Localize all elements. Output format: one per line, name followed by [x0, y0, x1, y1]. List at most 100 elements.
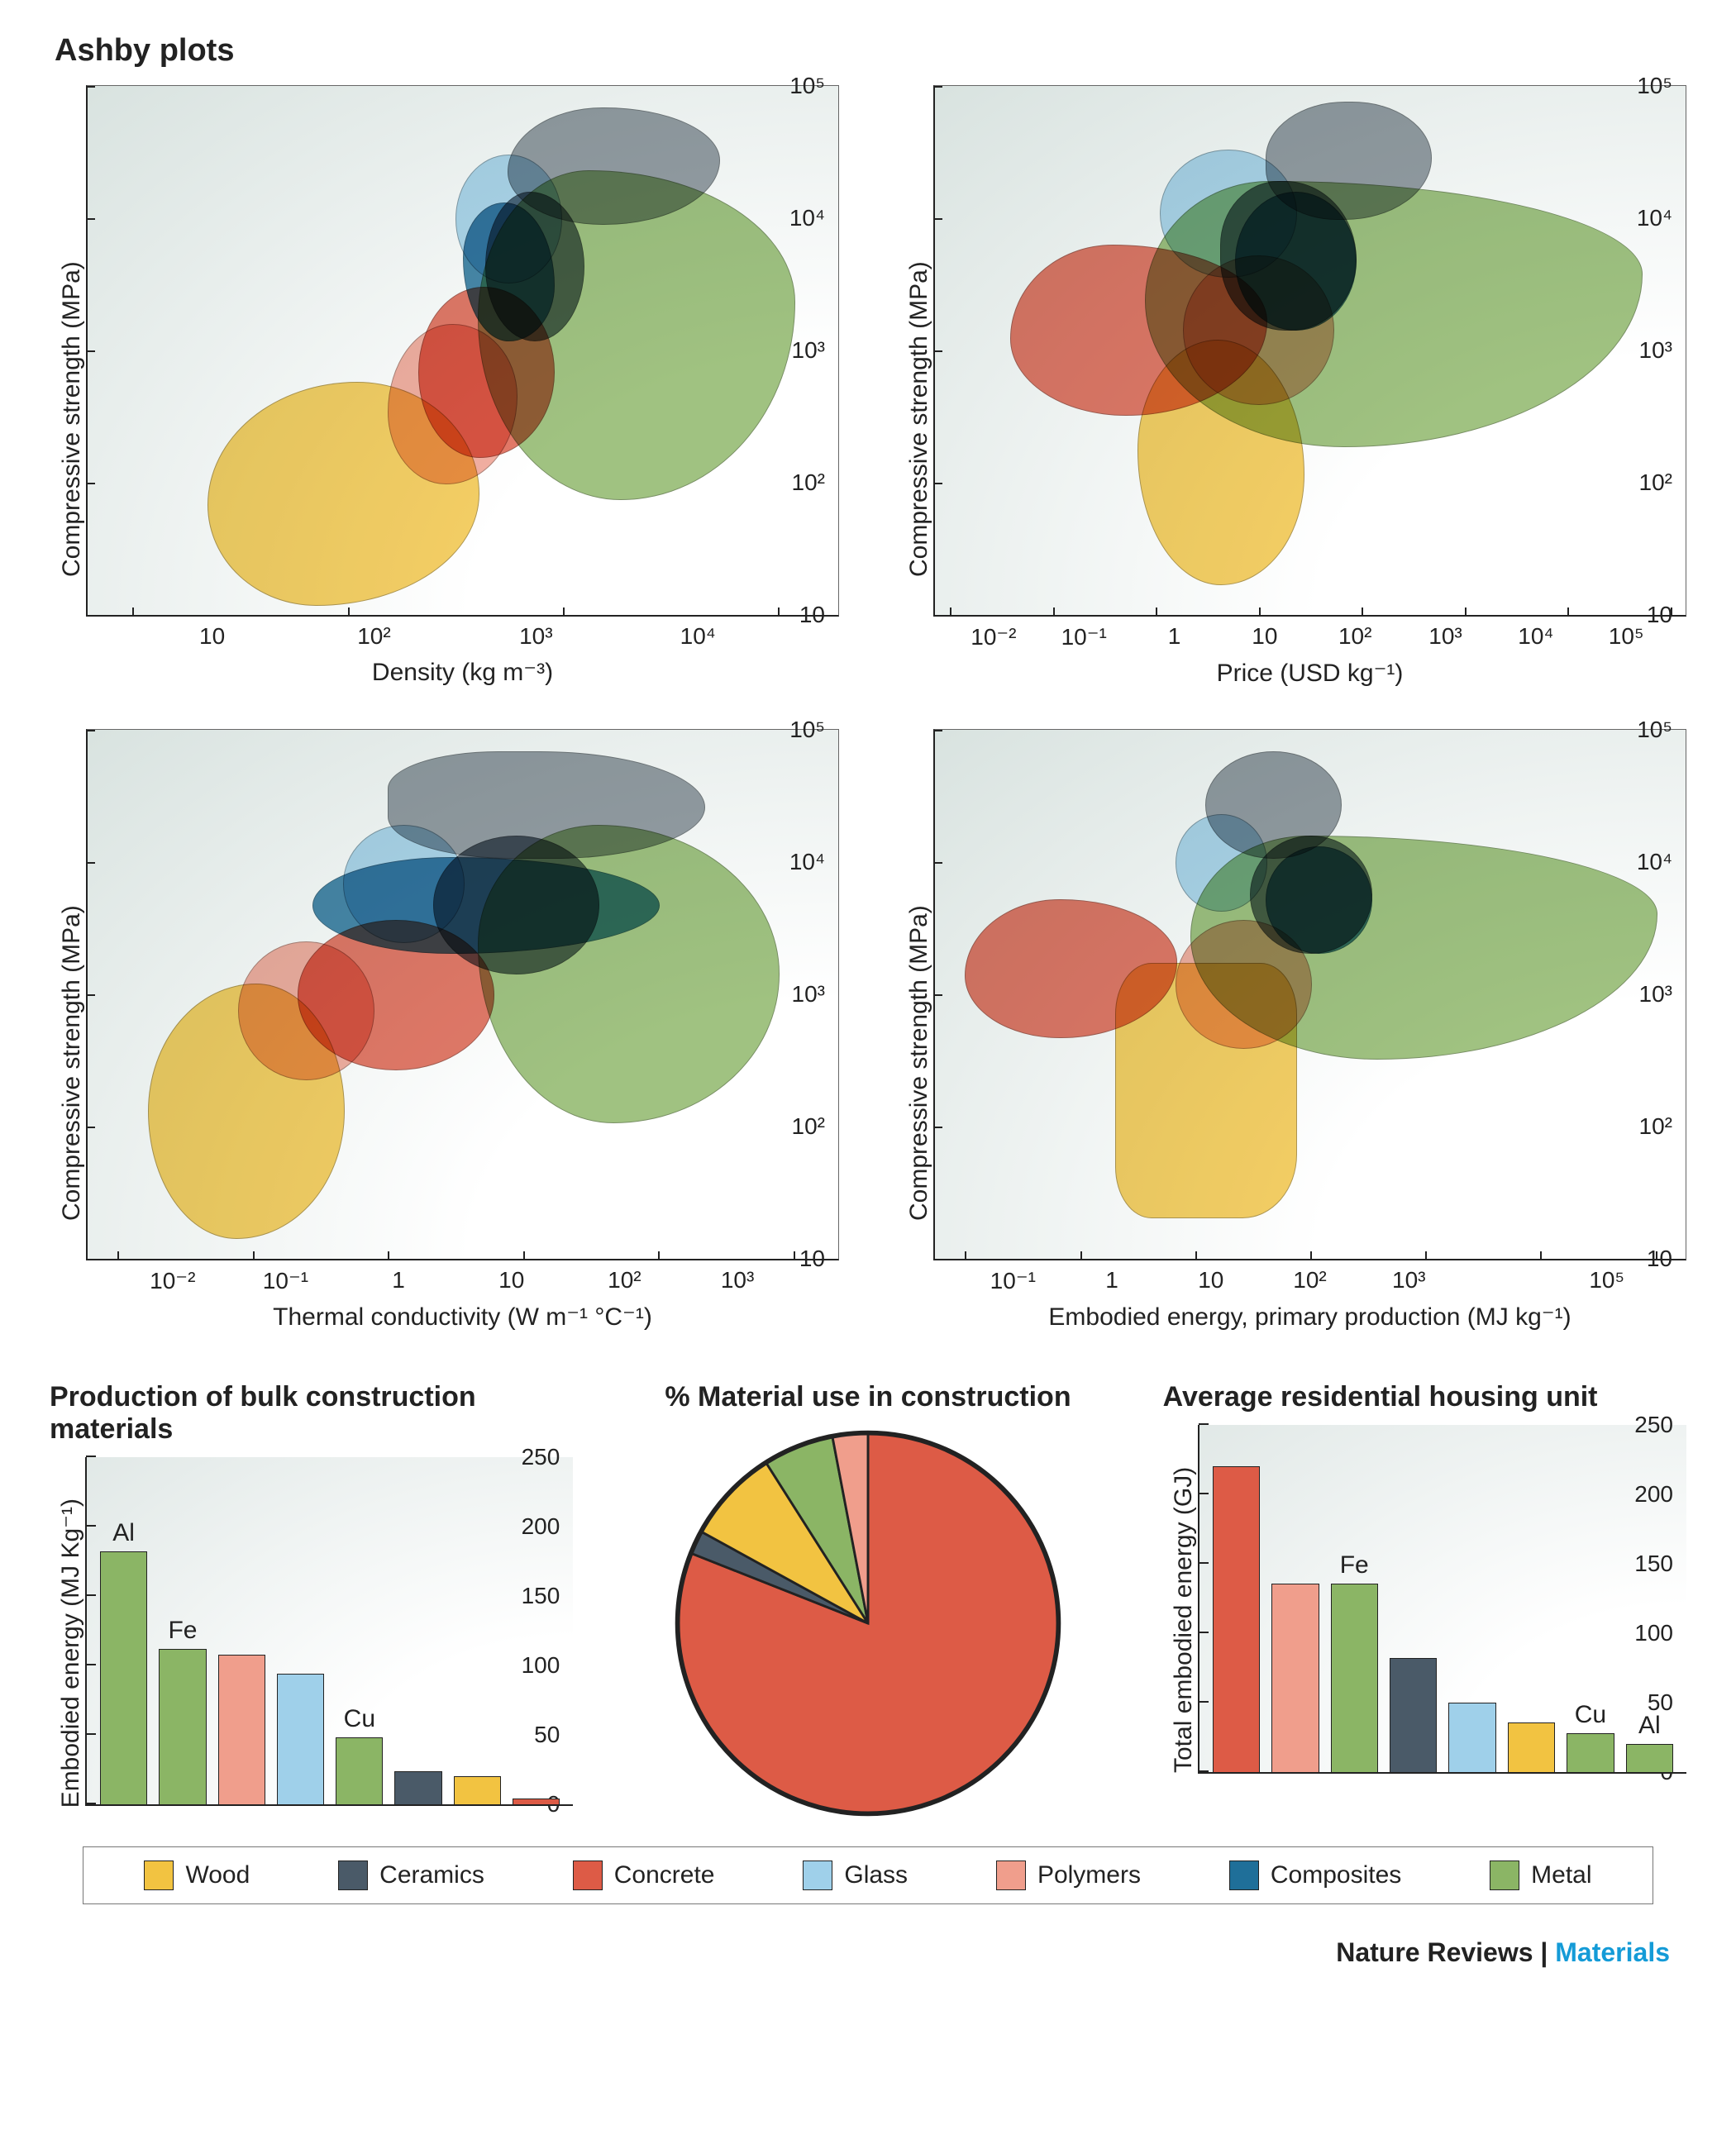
- legend-label: Wood: [185, 1861, 250, 1889]
- bar-polymers: [218, 1655, 265, 1804]
- ytick-label: 10⁵: [1637, 717, 1672, 743]
- xtick-label: 10⁻²: [948, 623, 1038, 650]
- bar-ytick: 250: [522, 1444, 560, 1470]
- bar-annotation: Al: [1627, 1712, 1672, 1740]
- ytick-label: 10³: [792, 337, 825, 364]
- material-blob-metal: [478, 825, 780, 1122]
- xtick-label: 10: [131, 623, 293, 650]
- ashby-xlabel: Density (kg m⁻³): [86, 658, 839, 687]
- xtick-label: 10⁻¹: [229, 1267, 342, 1294]
- bar-ytick: 50: [534, 1722, 560, 1748]
- bar-wood: [1508, 1722, 1555, 1772]
- xtick-label: 10⁻¹: [1039, 623, 1129, 650]
- ytick-label: 10: [1647, 1246, 1672, 1272]
- ytick-label: 10²: [792, 469, 825, 496]
- xtick-label: 10: [1161, 1267, 1261, 1294]
- page-root: Ashby plots Compressive strength (MPa)10…: [0, 0, 1736, 2001]
- footer-brand: Nature Reviews: [1336, 1937, 1533, 1967]
- legend-item-concrete: Concrete: [573, 1861, 715, 1890]
- xtick-label: 10²: [1310, 623, 1400, 650]
- bottom-row: Production of bulk construction material…: [50, 1381, 1686, 1822]
- ytick-label: 10⁴: [789, 205, 825, 231]
- footer-sep: |: [1533, 1937, 1556, 1967]
- xtick-label: 1: [1062, 1267, 1161, 1294]
- ashby-plot-box: 1010²10³10⁴10⁵: [933, 85, 1686, 617]
- ytick-label: 10⁵: [789, 717, 825, 743]
- bar-polymers: [1271, 1584, 1319, 1772]
- bar-metal: Al: [1626, 1744, 1673, 1772]
- xtick-label: 10²: [568, 1267, 681, 1294]
- bar-ytick: 150: [1634, 1551, 1673, 1577]
- xtick-label: 10³: [1400, 623, 1490, 650]
- ashby-panel-2: Compressive strength (MPa)1010²10³10⁴10⁵…: [50, 729, 839, 1332]
- bar-left-box: 050100150200250AlFeCu: [85, 1457, 573, 1806]
- bar-right-box: 050100150200250FeCuAl: [1198, 1425, 1686, 1774]
- pie-svg: [670, 1425, 1066, 1822]
- bar-ytick: 100: [1634, 1620, 1673, 1646]
- bar-concrete: [1213, 1466, 1260, 1772]
- bar-ytick: 200: [1634, 1481, 1673, 1508]
- bar-ytick: 100: [522, 1652, 560, 1679]
- legend-swatch: [144, 1861, 174, 1890]
- legend-label: Polymers: [1037, 1861, 1141, 1889]
- bar-chart-right: Average residential housing unit Total e…: [1163, 1381, 1686, 1774]
- bar-chart-left: Production of bulk construction material…: [50, 1381, 573, 1808]
- ashby-ylabel: Compressive strength (MPa): [50, 729, 86, 1332]
- legend-item-ceramics: Ceramics: [338, 1861, 484, 1890]
- legend-label: Ceramics: [379, 1861, 484, 1889]
- ytick-label: 10²: [1639, 469, 1672, 496]
- bar-annotation: Cu: [336, 1705, 382, 1733]
- bar-metal: Cu: [1567, 1733, 1614, 1772]
- xtick-label: 10⁵: [1557, 1267, 1657, 1294]
- legend-swatch: [573, 1861, 603, 1890]
- bar-metal: Cu: [336, 1737, 383, 1804]
- bar-metal: Fe: [1331, 1584, 1378, 1772]
- bar-right-title: Average residential housing unit: [1163, 1381, 1686, 1413]
- ytick-label: 10⁴: [1637, 849, 1672, 875]
- ashby-panel-0: Compressive strength (MPa)1010²10³10⁴10⁵…: [50, 85, 839, 688]
- ytick-label: 10: [799, 1246, 825, 1272]
- bar-annotation: Al: [101, 1519, 146, 1547]
- legend-swatch: [1229, 1861, 1259, 1890]
- xtick-label: [1458, 1267, 1557, 1294]
- legend-swatch: [338, 1861, 368, 1890]
- legend-swatch: [996, 1861, 1026, 1890]
- legend-label: Concrete: [614, 1861, 715, 1889]
- ytick-label: 10⁵: [1637, 73, 1672, 99]
- pie-title: % Material use in construction: [665, 1381, 1071, 1413]
- ashby-xlabel: Embodied energy, primary production (MJ …: [933, 1303, 1686, 1332]
- bar-glass: [277, 1674, 324, 1804]
- ytick-label: 10⁴: [1637, 205, 1672, 231]
- ashby-xlabel: Price (USD kg⁻¹): [933, 659, 1686, 688]
- bar-left-title: Production of bulk construction material…: [50, 1381, 573, 1446]
- pie-chart: % Material use in construction: [606, 1381, 1129, 1822]
- legend-label: Metal: [1531, 1861, 1591, 1889]
- footer-sub: Materials: [1555, 1937, 1670, 1967]
- bar-concrete: [513, 1799, 560, 1804]
- xtick-label: 1: [1129, 623, 1219, 650]
- xtick-label: 10⁴: [617, 623, 779, 650]
- bar-annotation: Fe: [160, 1617, 205, 1645]
- bar-glass: [1448, 1703, 1495, 1772]
- xtick-label: 10³: [1359, 1267, 1458, 1294]
- xtick-label: 10: [455, 1267, 568, 1294]
- ashby-panel-1: Compressive strength (MPa)1010²10³10⁴10⁵…: [897, 85, 1686, 688]
- ashby-plot-box: 1010²10³10⁴10⁵: [933, 729, 1686, 1260]
- xtick-label: 10⁴: [1490, 623, 1581, 650]
- legend-item-wood: Wood: [144, 1861, 250, 1890]
- material-blob-metal: [1190, 836, 1657, 1060]
- bar-metal: Fe: [159, 1649, 206, 1804]
- xtick-label: 10: [1219, 623, 1309, 650]
- ytick-label: 10: [1647, 602, 1672, 628]
- xtick-label: 10⁻¹: [963, 1267, 1062, 1294]
- bar-ytick: 0: [547, 1791, 560, 1818]
- legend-item-glass: Glass: [803, 1861, 908, 1890]
- ytick-label: 10: [799, 602, 825, 628]
- ytick-label: 10²: [1639, 1113, 1672, 1140]
- legend-swatch: [1490, 1861, 1519, 1890]
- legend-label: Composites: [1271, 1861, 1401, 1889]
- xtick-label: 10³: [455, 623, 617, 650]
- bar-ceramics: [1390, 1658, 1437, 1772]
- bar-ytick: 150: [522, 1583, 560, 1609]
- ashby-plot-box: 1010²10³10⁴10⁵: [86, 729, 839, 1260]
